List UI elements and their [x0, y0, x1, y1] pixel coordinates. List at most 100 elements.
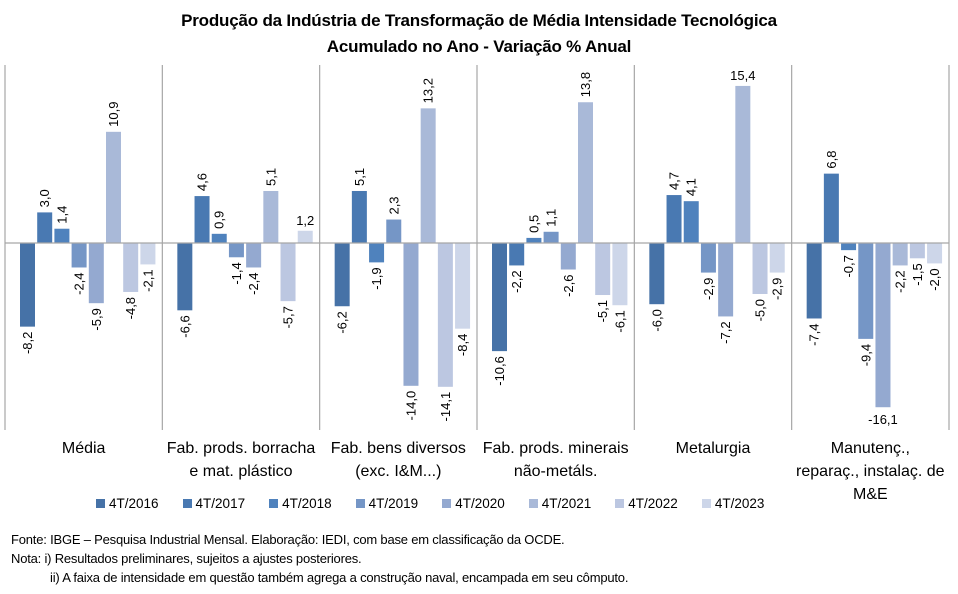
- data-label: -2,9: [770, 278, 785, 300]
- bar: [752, 243, 768, 294]
- data-label: 1,2: [296, 213, 314, 228]
- data-label: -14,1: [438, 392, 453, 422]
- data-label: 0,9: [212, 211, 227, 229]
- bar: [875, 243, 891, 408]
- legend-item: 4T/2023: [701, 496, 765, 511]
- data-label: -2,0: [927, 268, 942, 290]
- data-label: -6,6: [177, 315, 192, 337]
- data-label: -8,2: [20, 332, 35, 354]
- data-label: -7,2: [718, 321, 733, 343]
- legend-item: 4T/2017: [182, 496, 245, 511]
- category-separators: [4, 65, 950, 430]
- data-labels: -8,23,01,4-2,4-5,910,9-4,8-2,1-6,64,60,9…: [20, 68, 942, 427]
- data-label: -2,4: [72, 272, 87, 294]
- data-label: 4,6: [195, 173, 210, 191]
- data-label: -2,6: [561, 275, 576, 297]
- bar: [297, 230, 313, 243]
- bar: [735, 85, 751, 243]
- bar: [612, 243, 628, 306]
- bar: [263, 190, 279, 243]
- bar: [37, 212, 53, 243]
- category-label: Média: [61, 440, 106, 457]
- bar: [823, 173, 839, 243]
- bar: [246, 243, 262, 268]
- data-label: 1,1: [544, 209, 559, 227]
- data-label: -6,1: [612, 310, 627, 332]
- bars: [20, 85, 943, 408]
- data-label: 4,1: [684, 178, 699, 196]
- legend-swatch-icon: [269, 499, 279, 508]
- bar: [595, 243, 611, 296]
- legend-swatch-icon: [701, 499, 711, 508]
- legend-label: 4T/2023: [714, 496, 765, 511]
- data-label: 5,1: [352, 168, 367, 186]
- data-label: -0,7: [841, 255, 856, 277]
- bar: [841, 243, 857, 251]
- bar: [806, 243, 822, 319]
- bar: [194, 196, 210, 243]
- data-label: -5,7: [281, 306, 296, 328]
- bar: [351, 190, 367, 243]
- data-label: -16,1: [868, 412, 898, 427]
- bar: [369, 243, 385, 263]
- bar: [683, 201, 699, 243]
- legend-label: 4T/2021: [541, 496, 592, 511]
- data-label: 5,1: [263, 168, 278, 186]
- data-label: 15,4: [730, 68, 755, 83]
- data-label: -2,9: [701, 278, 716, 300]
- bar: [455, 243, 471, 329]
- data-label: -5,9: [89, 308, 104, 330]
- data-label: -14,0: [403, 391, 418, 421]
- data-label: 10,9: [106, 102, 121, 127]
- data-label: -1,4: [229, 262, 244, 284]
- category-label: Metalurgia: [675, 440, 751, 457]
- legend-item: 4T/2016: [96, 496, 159, 511]
- category-label: Fab. prods. borracha e mat. plástico: [166, 440, 316, 480]
- bar: [649, 243, 665, 305]
- data-label: -1,5: [910, 263, 925, 285]
- bar: [927, 243, 943, 264]
- footnotes: Fonte: IBGE – Pesquisa Industrial Mensal…: [11, 530, 628, 587]
- chart-title: Produção da Indústria de Transformação d…: [181, 11, 777, 30]
- source-note: Fonte: IBGE – Pesquisa Industrial Mensal…: [11, 532, 565, 547]
- data-label: -6,2: [335, 311, 350, 333]
- category-label: Fab. bens diversos (exc. I&M...): [330, 440, 466, 480]
- bar: [892, 243, 908, 266]
- legend-swatch-icon: [182, 499, 192, 508]
- legend-item: 4T/2018: [269, 496, 332, 511]
- bar: [386, 219, 402, 243]
- data-label: -8,4: [455, 334, 470, 356]
- data-label: 13,8: [578, 72, 593, 97]
- bar: [718, 243, 734, 317]
- bar: [54, 228, 70, 243]
- data-label: -10,6: [492, 356, 507, 386]
- data-label: -1,9: [369, 267, 384, 289]
- data-label: -7,4: [807, 323, 822, 345]
- legend-label: 4T/2018: [282, 496, 332, 511]
- category-label: Fab. prods. minerais não-metáls.: [482, 440, 629, 480]
- data-label: 0,5: [526, 215, 541, 233]
- data-label: 6,8: [824, 151, 839, 169]
- legend-item: 4T/2022: [615, 496, 678, 511]
- data-label: -2,2: [893, 270, 908, 292]
- data-label: -2,2: [509, 270, 524, 292]
- data-label: -5,1: [595, 300, 610, 322]
- bar: [177, 243, 193, 311]
- bar: [492, 243, 507, 352]
- data-label: 13,2: [421, 78, 436, 103]
- legend-item: 4T/2020: [442, 496, 505, 511]
- note-2: ii) A faixa de intensidade em questão ta…: [50, 570, 629, 585]
- bar: [858, 243, 874, 339]
- bar: [526, 237, 542, 243]
- bar: [71, 243, 87, 268]
- bar: [437, 243, 453, 387]
- bar: [140, 243, 156, 265]
- bar: [509, 243, 525, 266]
- data-label: 4,7: [667, 172, 682, 190]
- data-label: -4,8: [123, 297, 138, 319]
- data-label: -2,4: [246, 272, 261, 294]
- legend-label: 4T/2020: [455, 496, 505, 511]
- data-label: -2,1: [140, 269, 155, 291]
- bar: [123, 243, 139, 292]
